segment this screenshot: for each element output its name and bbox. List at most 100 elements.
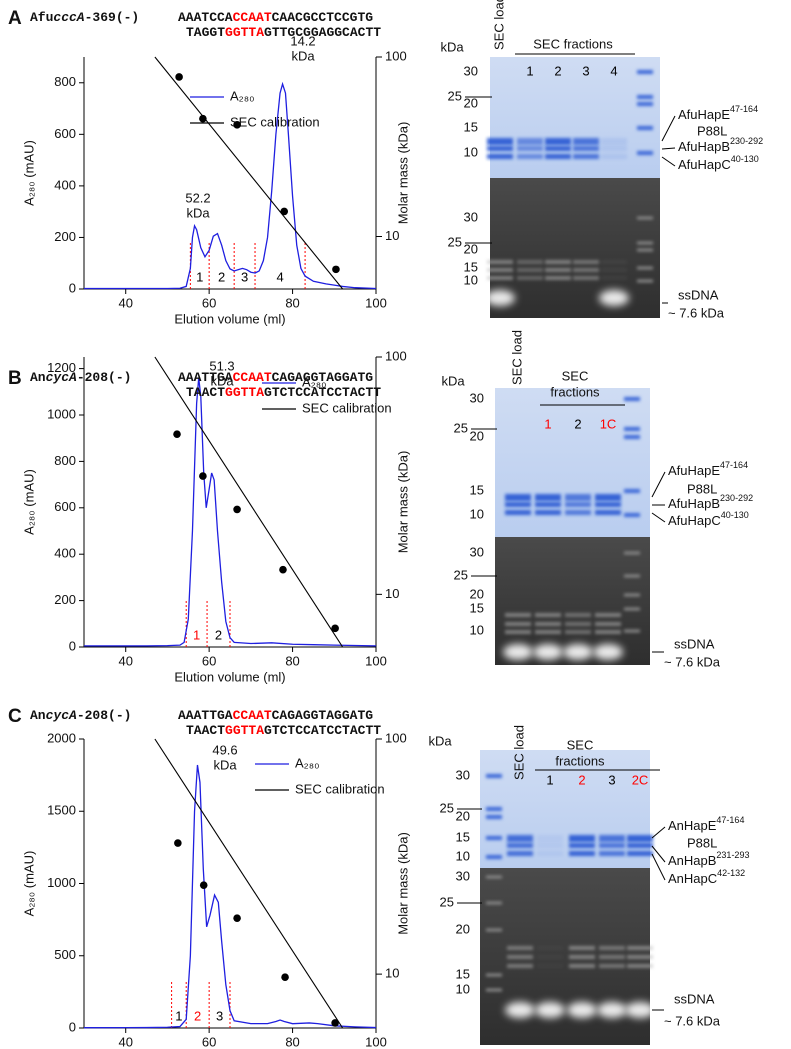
fraction-label: 4: [276, 269, 283, 284]
marker-band: [486, 928, 502, 932]
protein-band: [507, 843, 533, 848]
y2-tick-label: 10: [385, 966, 399, 981]
protein-name: AfuHapE: [668, 463, 720, 478]
x-axis-label: Elution volume (ml): [174, 669, 285, 684]
peak-annotation: kDa: [210, 373, 234, 388]
y2-tick-label: 10: [385, 228, 399, 243]
peak-annotation: 51.3: [209, 358, 234, 373]
gel-unit: kDa: [440, 39, 464, 54]
legend-label: A₂₈₀: [230, 88, 255, 103]
gel-band: [595, 622, 621, 626]
construct-part: -369(-): [85, 10, 140, 25]
protein-band: [545, 146, 571, 151]
protein-band: [573, 154, 599, 159]
gel-band: [507, 946, 533, 950]
protein-label: AfuHapB230-292: [668, 493, 753, 511]
gel-band: [535, 622, 561, 626]
marker-band: [624, 574, 640, 578]
dna-segment: CAACGCCTCCGTG: [272, 10, 374, 25]
y2-tick-label: 10: [385, 586, 399, 601]
protein-leader: [651, 826, 666, 839]
x-tick-label: 80: [285, 653, 299, 668]
x-tick-label: 60: [202, 1034, 216, 1049]
fraction-label: 3: [241, 269, 248, 284]
y-tick-label: 0: [69, 280, 76, 295]
protein-range: 230-292: [730, 136, 763, 146]
marker-band: [624, 551, 640, 555]
gel-band: [627, 946, 653, 950]
dna-band: [593, 644, 623, 660]
protein-range: 47-164: [730, 104, 758, 114]
fraction-label: 3: [216, 1008, 223, 1023]
gel-band: [573, 276, 599, 280]
gel-band: [569, 955, 595, 959]
gel-band: [565, 613, 591, 617]
dna-band: [503, 644, 533, 660]
y2-tick-label: 100: [385, 48, 407, 63]
fraction-group-label: SEC fractions: [533, 36, 613, 51]
gel-band: [627, 964, 653, 968]
gel-band: [535, 630, 561, 634]
marker-band: [637, 279, 653, 283]
dna-band: [485, 290, 515, 306]
gel-band: [505, 630, 531, 634]
marker-band: [624, 607, 640, 611]
calibration-point: [175, 73, 183, 81]
calibration-point: [199, 472, 207, 480]
gel-unit: kDa: [441, 373, 465, 388]
y-tick-label: 600: [54, 499, 76, 514]
load-label: SEC load: [509, 330, 524, 385]
gel-band: [569, 964, 595, 968]
dna-segment: AAATTGA: [178, 708, 233, 723]
marker-label: 25: [440, 800, 454, 815]
dna-strand: TAGGTGGTTAGTTGCGGAGGCACTT: [186, 25, 381, 40]
protein-band: [595, 510, 621, 515]
marker-band: [637, 102, 653, 106]
dna-segment: CAGAGGTAGGATG: [272, 370, 374, 385]
calibration-point: [281, 973, 289, 982]
marker-label: 20: [464, 241, 478, 256]
lane-label: 2: [574, 416, 581, 431]
gel-band: [487, 276, 513, 280]
protein-band: [601, 146, 627, 151]
dna-band: [505, 1002, 535, 1018]
lane-label: 4: [610, 63, 617, 78]
protein-band: [565, 510, 591, 515]
gel-band: [487, 260, 513, 264]
construct-part: cccA: [53, 10, 84, 25]
protein-leader: [661, 156, 676, 167]
marker-label: 10: [470, 622, 484, 637]
calibration-point: [280, 207, 289, 216]
fraction-label: 1: [175, 1008, 182, 1023]
gel-band: [599, 946, 625, 950]
y2-axis-label: Molar mass (kDa): [395, 832, 410, 935]
protein-leader: [651, 471, 666, 498]
x-tick-label: 100: [365, 1034, 387, 1049]
gel-band: [537, 964, 563, 968]
marker-label: 10: [464, 272, 478, 287]
peak-annotation: kDa: [213, 757, 237, 772]
sec-chart: 40 60 80 10002004006008001000120010100Eluti…: [21, 348, 410, 684]
dna-segment: GTCTCCATCCTACTT: [264, 723, 381, 738]
protein-range: 230-292: [720, 493, 753, 503]
y2-axis-label: Molar mass (kDa): [395, 451, 410, 554]
marker-band: [486, 836, 502, 840]
marker-label: 30: [456, 767, 470, 782]
marker-label: 30: [464, 63, 478, 78]
legend-label: SEC calibration: [302, 400, 392, 415]
sec-chart: 40 60 80 100 0 200 400 600 800 10 100 Elution volum…: [21, 33, 410, 326]
protein-band: [573, 138, 599, 145]
construct-part: -208(-): [77, 370, 132, 385]
protein-band: [599, 851, 625, 856]
marker-band: [486, 815, 502, 819]
x-tick-label: 40: [118, 653, 132, 668]
lane-label: 2C: [632, 772, 649, 787]
y-tick-label: 2000: [47, 730, 76, 745]
protein-band: [569, 843, 595, 848]
dna-segment: AAATCCA: [178, 10, 233, 25]
marker-label: 30: [470, 390, 484, 405]
y-tick-label: 0: [69, 1019, 76, 1034]
peak-annotation: kDa: [291, 48, 315, 63]
load-label: SEC load: [491, 0, 506, 50]
